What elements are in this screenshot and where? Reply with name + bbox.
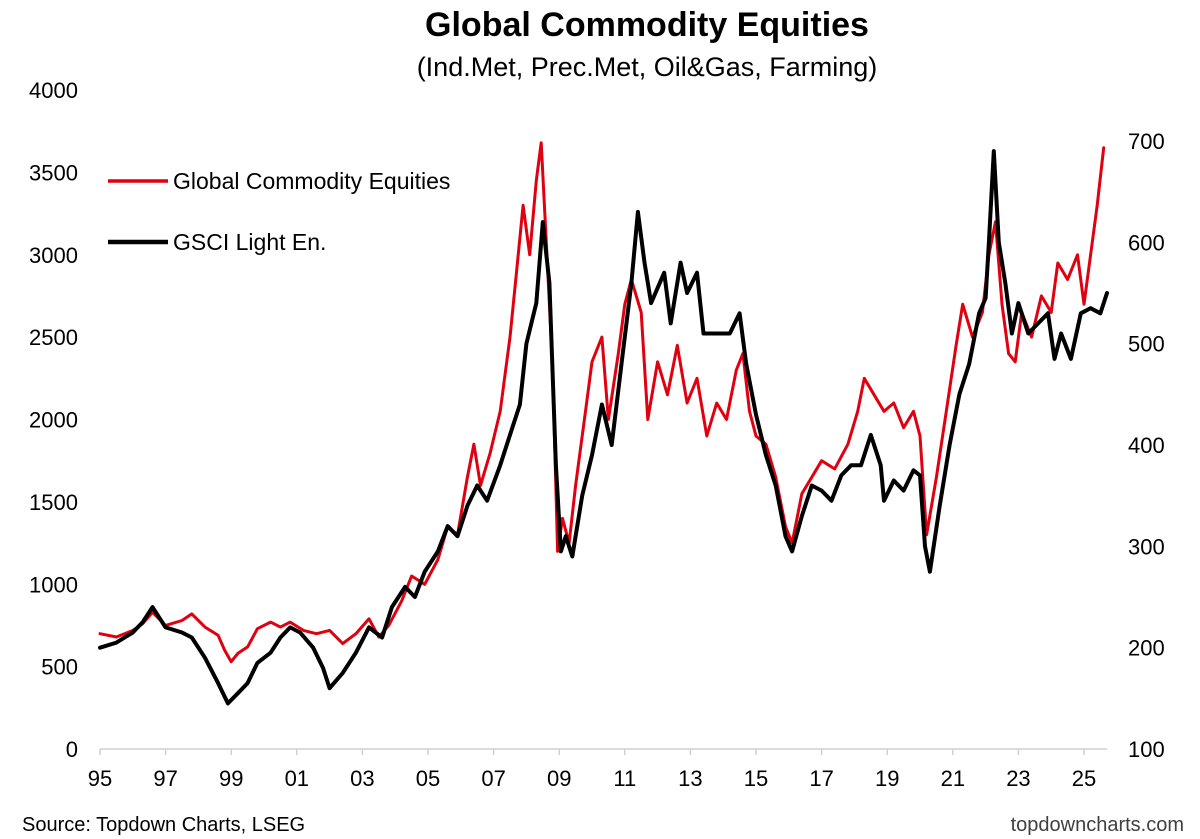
x-tick-label: 11	[613, 766, 636, 791]
x-tick-label: 23	[1006, 766, 1030, 791]
y-right-tick-label: 600	[1128, 230, 1165, 255]
y-left-tick-label: 4000	[29, 78, 78, 103]
x-tick-label: 95	[88, 766, 112, 791]
legend-label-gsci-light-en: GSCI Light En.	[173, 229, 326, 255]
x-tick-label: 25	[1072, 766, 1096, 791]
x-tick-label: 97	[153, 766, 177, 791]
chart-subtitle: (Ind.Met, Prec.Met, Oil&Gas, Farming)	[417, 52, 878, 82]
x-tick-label: 13	[678, 766, 702, 791]
x-tick-label: 03	[350, 766, 374, 791]
y-left-tick-label: 1500	[29, 490, 78, 515]
y-left-tick-label: 500	[41, 655, 78, 680]
series-line-global-commodity-equities	[98, 141, 1106, 664]
x-tick-label: 15	[744, 766, 768, 791]
x-tick-label: 01	[285, 766, 309, 791]
y-right-tick-label: 300	[1128, 534, 1165, 559]
watermark: topdowncharts.com	[1011, 814, 1184, 836]
y-left-tick-label: 3500	[29, 160, 78, 185]
series-line-gsci-light-en	[98, 149, 1109, 706]
y-right-tick-label: 400	[1128, 433, 1165, 458]
y-right-tick-label: 700	[1128, 129, 1165, 154]
y-left-tick-label: 3000	[29, 243, 78, 268]
x-tick-label: 99	[219, 766, 243, 791]
x-tick-label: 09	[547, 766, 571, 791]
x-axis: 95 97 99 01 03 05 07 09 11 13 15 17 19 21 23 25	[88, 749, 1096, 791]
legend: Global Commodity Equities GSCI Light En.	[108, 168, 450, 255]
y-right-tick-label: 500	[1128, 332, 1165, 357]
x-tick-label: 17	[809, 766, 833, 791]
y-axis-left: 0 500 1000 1500 2000 2500 3000 3500 4000	[29, 78, 78, 762]
y-axis-right: 100 200 300 400 500 600 700	[1128, 129, 1165, 762]
legend-label-global-commodity-equities: Global Commodity Equities	[173, 168, 450, 194]
x-tick-label: 05	[416, 766, 440, 791]
y-left-tick-label: 0	[66, 737, 78, 762]
x-tick-label: 07	[481, 766, 505, 791]
y-left-tick-label: 2500	[29, 325, 78, 350]
y-left-tick-label: 1000	[29, 572, 78, 597]
y-right-tick-label: 200	[1128, 636, 1165, 661]
x-tick-label: 21	[941, 766, 965, 791]
y-right-tick-label: 100	[1128, 737, 1165, 762]
y-left-tick-label: 2000	[29, 408, 78, 433]
source-note: Source: Topdown Charts, LSEG	[22, 814, 305, 836]
plot-area	[98, 141, 1109, 706]
chart-title: Global Commodity Equities	[425, 6, 869, 44]
x-tick-label: 19	[875, 766, 899, 791]
